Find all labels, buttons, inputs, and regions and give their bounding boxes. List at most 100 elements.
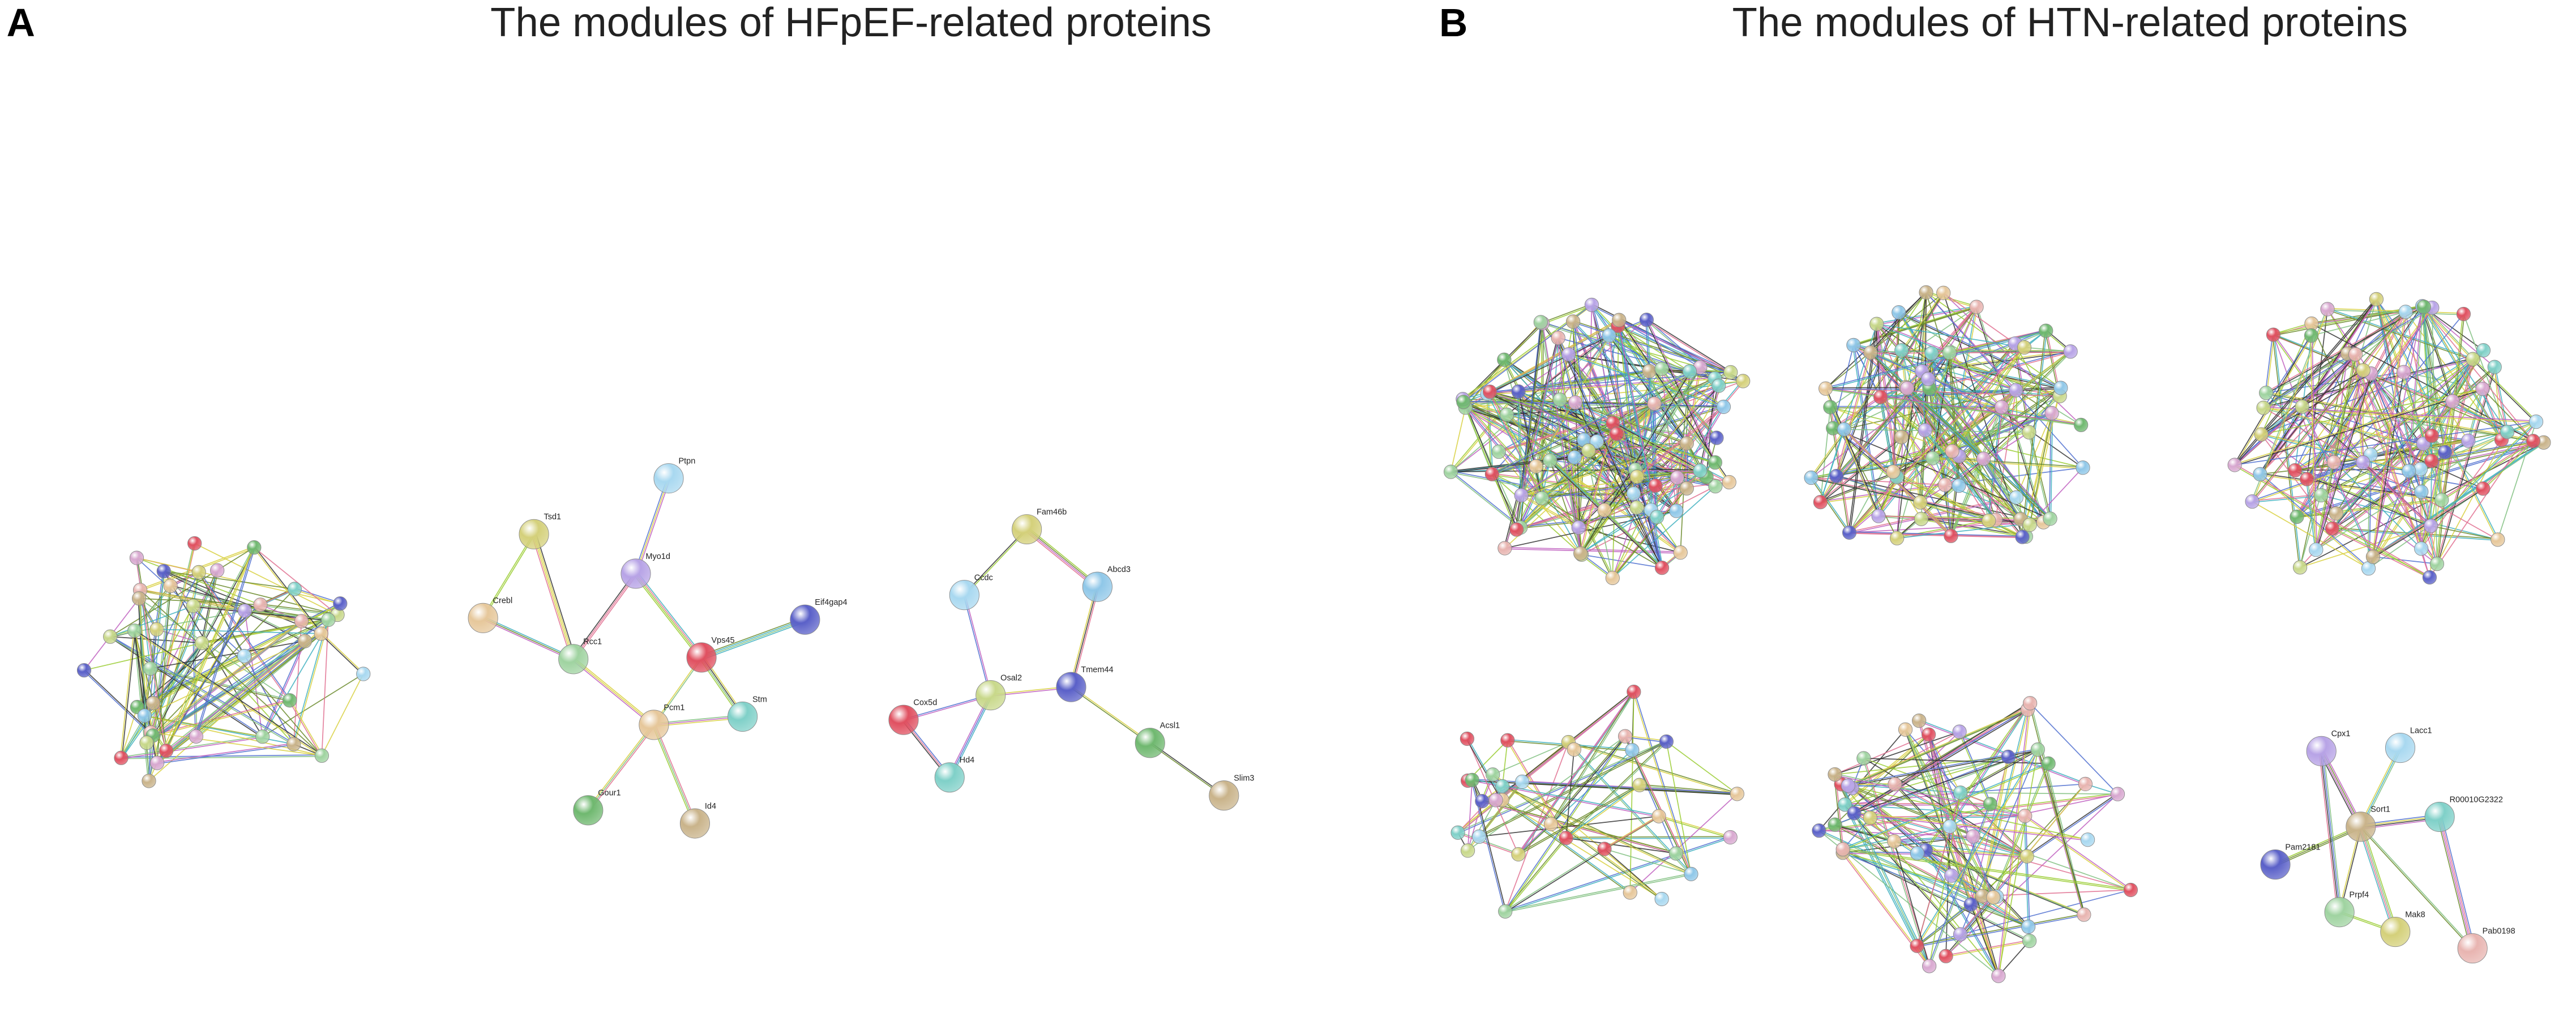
- node: [139, 735, 154, 750]
- edge: [156, 610, 246, 763]
- edge: [1925, 849, 2085, 915]
- edge: [164, 570, 295, 590]
- edge: [1612, 488, 1687, 579]
- edge: [2371, 373, 2422, 469]
- node: [1841, 778, 1856, 793]
- edge: [1550, 735, 1625, 824]
- node: [2080, 832, 2095, 847]
- edge: [1550, 691, 1634, 824]
- node: [1871, 509, 1886, 523]
- edge: [1025, 530, 1097, 589]
- node: [1629, 469, 1645, 484]
- edge: [2266, 392, 2422, 549]
- node: [159, 744, 174, 758]
- node: [2292, 560, 2308, 575]
- edge: [1848, 710, 2029, 787]
- node: [1543, 453, 1557, 468]
- edge: [1070, 687, 1150, 744]
- edge: [587, 723, 653, 810]
- node: [1966, 829, 1980, 844]
- edge: [2299, 353, 2348, 568]
- edge: [1852, 345, 1878, 516]
- edge: [1834, 824, 1926, 851]
- edge: [1863, 758, 2049, 765]
- edge: [1920, 502, 2023, 537]
- edge: [1848, 784, 2027, 856]
- node: [2422, 570, 2437, 585]
- edge: [320, 634, 363, 675]
- node: [1625, 742, 1640, 758]
- edge: [144, 641, 305, 716]
- edge: [1491, 370, 1690, 474]
- node: [2290, 509, 2304, 524]
- node: [2041, 756, 2056, 771]
- edge: [2036, 749, 2084, 915]
- edge: [2316, 373, 2372, 550]
- edge: [2235, 421, 2536, 466]
- edge: [1071, 686, 1151, 743]
- node: [1475, 793, 1490, 809]
- edge: [1917, 915, 2085, 947]
- edge: [1880, 292, 1944, 398]
- node: [1465, 772, 1479, 788]
- edge: [1853, 702, 2030, 813]
- edge: [1591, 305, 1614, 424]
- edge: [1916, 792, 1961, 946]
- node: [1654, 891, 1669, 907]
- edge: [904, 695, 991, 721]
- node: [1612, 313, 1627, 327]
- edge: [2367, 454, 2370, 569]
- node: [297, 634, 313, 648]
- edge: [1920, 347, 2026, 503]
- node: [1886, 464, 1901, 479]
- node: [2295, 399, 2309, 414]
- edge: [1876, 323, 1950, 353]
- edge: [139, 597, 261, 605]
- edge: [1604, 815, 1659, 849]
- node: [1629, 500, 1644, 515]
- node: [2015, 530, 2030, 544]
- edge: [1517, 391, 1521, 496]
- edge: [1818, 830, 1974, 837]
- edge: [1904, 729, 1993, 898]
- node: [1912, 713, 1927, 728]
- node: [934, 762, 965, 793]
- edge: [1636, 366, 1700, 477]
- edge: [1810, 477, 1850, 533]
- edge: [1504, 735, 1625, 912]
- edge: [2430, 435, 2433, 526]
- node-label: Vps45: [711, 636, 734, 645]
- node: [2329, 506, 2344, 521]
- edge: [948, 694, 990, 778]
- node: [1135, 728, 1165, 758]
- node: [2053, 381, 2068, 395]
- node: [1534, 491, 1550, 506]
- edge: [702, 621, 806, 660]
- edge: [321, 673, 364, 756]
- node-label: Acsl1: [1160, 721, 1180, 731]
- node: [2022, 518, 2037, 532]
- edge: [134, 630, 167, 751]
- edge: [1629, 793, 1738, 893]
- node-label: Slim3: [1234, 774, 1254, 783]
- edge: [140, 590, 302, 623]
- edge: [483, 616, 575, 659]
- edge: [1820, 307, 1978, 503]
- edge: [964, 595, 992, 695]
- node: [888, 704, 919, 735]
- edge: [110, 546, 255, 637]
- edge: [701, 620, 806, 659]
- edge: [157, 641, 306, 764]
- node: [1736, 374, 1751, 388]
- edge: [1919, 347, 2025, 502]
- edge: [535, 533, 576, 659]
- edge: [1949, 702, 2030, 827]
- node: [1837, 422, 1852, 437]
- edge: [1466, 738, 1502, 801]
- edge: [2362, 462, 2431, 527]
- node: [1942, 345, 1957, 360]
- edge: [1608, 335, 1716, 463]
- edge: [1646, 320, 1731, 374]
- edge: [2266, 335, 2275, 394]
- node: [1472, 829, 1487, 844]
